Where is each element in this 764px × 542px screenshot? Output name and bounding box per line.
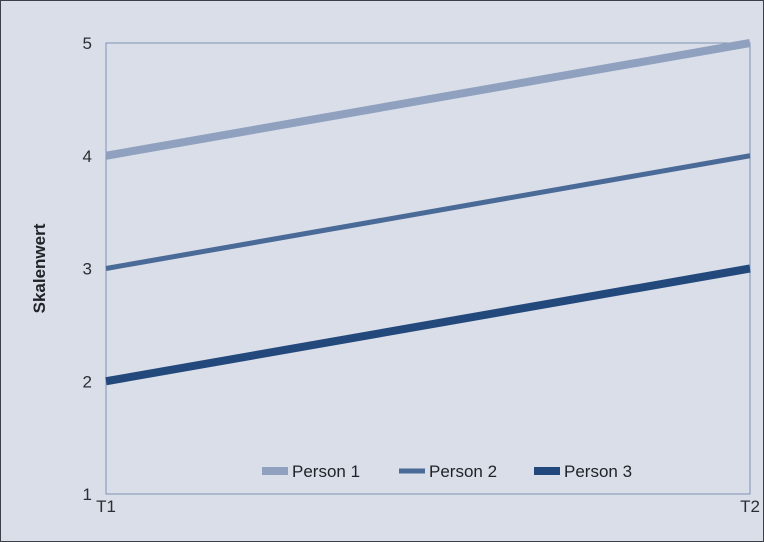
y-tick-label: 5: [83, 34, 92, 53]
y-tick-label: 2: [83, 372, 92, 391]
series-line-2: [105, 153, 751, 271]
y-tick-label: 4: [83, 147, 92, 166]
legend-label-3: Person 3: [564, 462, 632, 481]
y-axis-label: Skalenwert: [30, 223, 49, 313]
x-tick-label: T1: [96, 497, 116, 516]
plot-area: [105, 42, 751, 495]
series-line-3: [105, 264, 751, 386]
y-tick-label: 1: [83, 485, 92, 504]
y-tick-label: 3: [83, 260, 92, 279]
legend-label-2: Person 2: [429, 462, 497, 481]
series-line-1: [105, 39, 751, 160]
series-lines: [105, 39, 751, 386]
legend: Person 1 Person 2 Person 3: [262, 462, 632, 481]
x-tick-label: T2: [740, 497, 760, 516]
x-axis-ticks: T1 T2: [96, 497, 760, 516]
y-axis-ticks: 1 2 3 4 5: [83, 34, 92, 504]
legend-label-1: Person 1: [292, 462, 360, 481]
